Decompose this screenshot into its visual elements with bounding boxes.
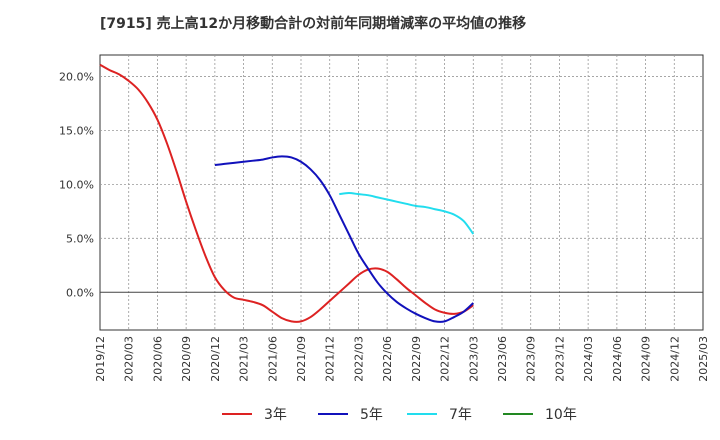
y-tick-label: 5.0%: [66, 232, 94, 245]
series-line-3年: [99, 63, 474, 323]
y-tick-label: 20.0%: [59, 71, 94, 84]
x-tick-label: 2021/06: [266, 336, 279, 382]
legend-label: 3年: [264, 407, 287, 423]
x-tick-label: 2022/09: [410, 336, 423, 382]
y-tick-label: 15.0%: [59, 124, 94, 137]
x-tick-label: 2022/06: [381, 336, 394, 382]
x-tick-label: 2021/03: [238, 336, 251, 382]
y-tick-label: 10.0%: [59, 178, 94, 191]
chart-title: [7915] 売上高12か月移動合計の対前年同期増減率の平均値の推移: [100, 16, 527, 32]
x-tick-label: 2023/09: [525, 336, 538, 382]
x-tick-label: 2024/09: [640, 336, 653, 382]
legend-label: 7年: [449, 407, 472, 423]
x-tick-label: 2024/03: [582, 336, 595, 382]
x-tick-label: 2025/03: [697, 336, 710, 382]
x-tick-label: 2020/06: [151, 336, 164, 382]
x-tick-label: 2021/09: [295, 336, 308, 382]
series-line-5年: [214, 155, 474, 323]
x-tick-label: 2022/03: [352, 336, 365, 382]
x-tick-label: 2023/12: [553, 336, 566, 382]
x-tick-label: 2021/12: [324, 336, 337, 382]
legend-label: 10年: [545, 407, 577, 423]
legend-label: 5年: [360, 407, 383, 423]
y-tick-label: 0.0%: [66, 286, 94, 299]
x-tick-label: 2020/03: [123, 336, 136, 382]
series-line-7年: [339, 192, 475, 235]
x-tick-label: 2024/12: [668, 336, 681, 382]
x-tick-label: 2020/09: [180, 336, 193, 382]
x-tick-label: 2023/06: [496, 336, 509, 382]
plot-area: [99, 54, 704, 331]
x-tick-label: 2023/03: [467, 336, 480, 382]
x-tick-label: 2024/06: [611, 336, 624, 382]
x-tick-label: 2022/12: [439, 336, 452, 382]
x-tick-label: 2020/12: [209, 336, 222, 382]
x-tick-label: 2019/12: [94, 336, 107, 382]
